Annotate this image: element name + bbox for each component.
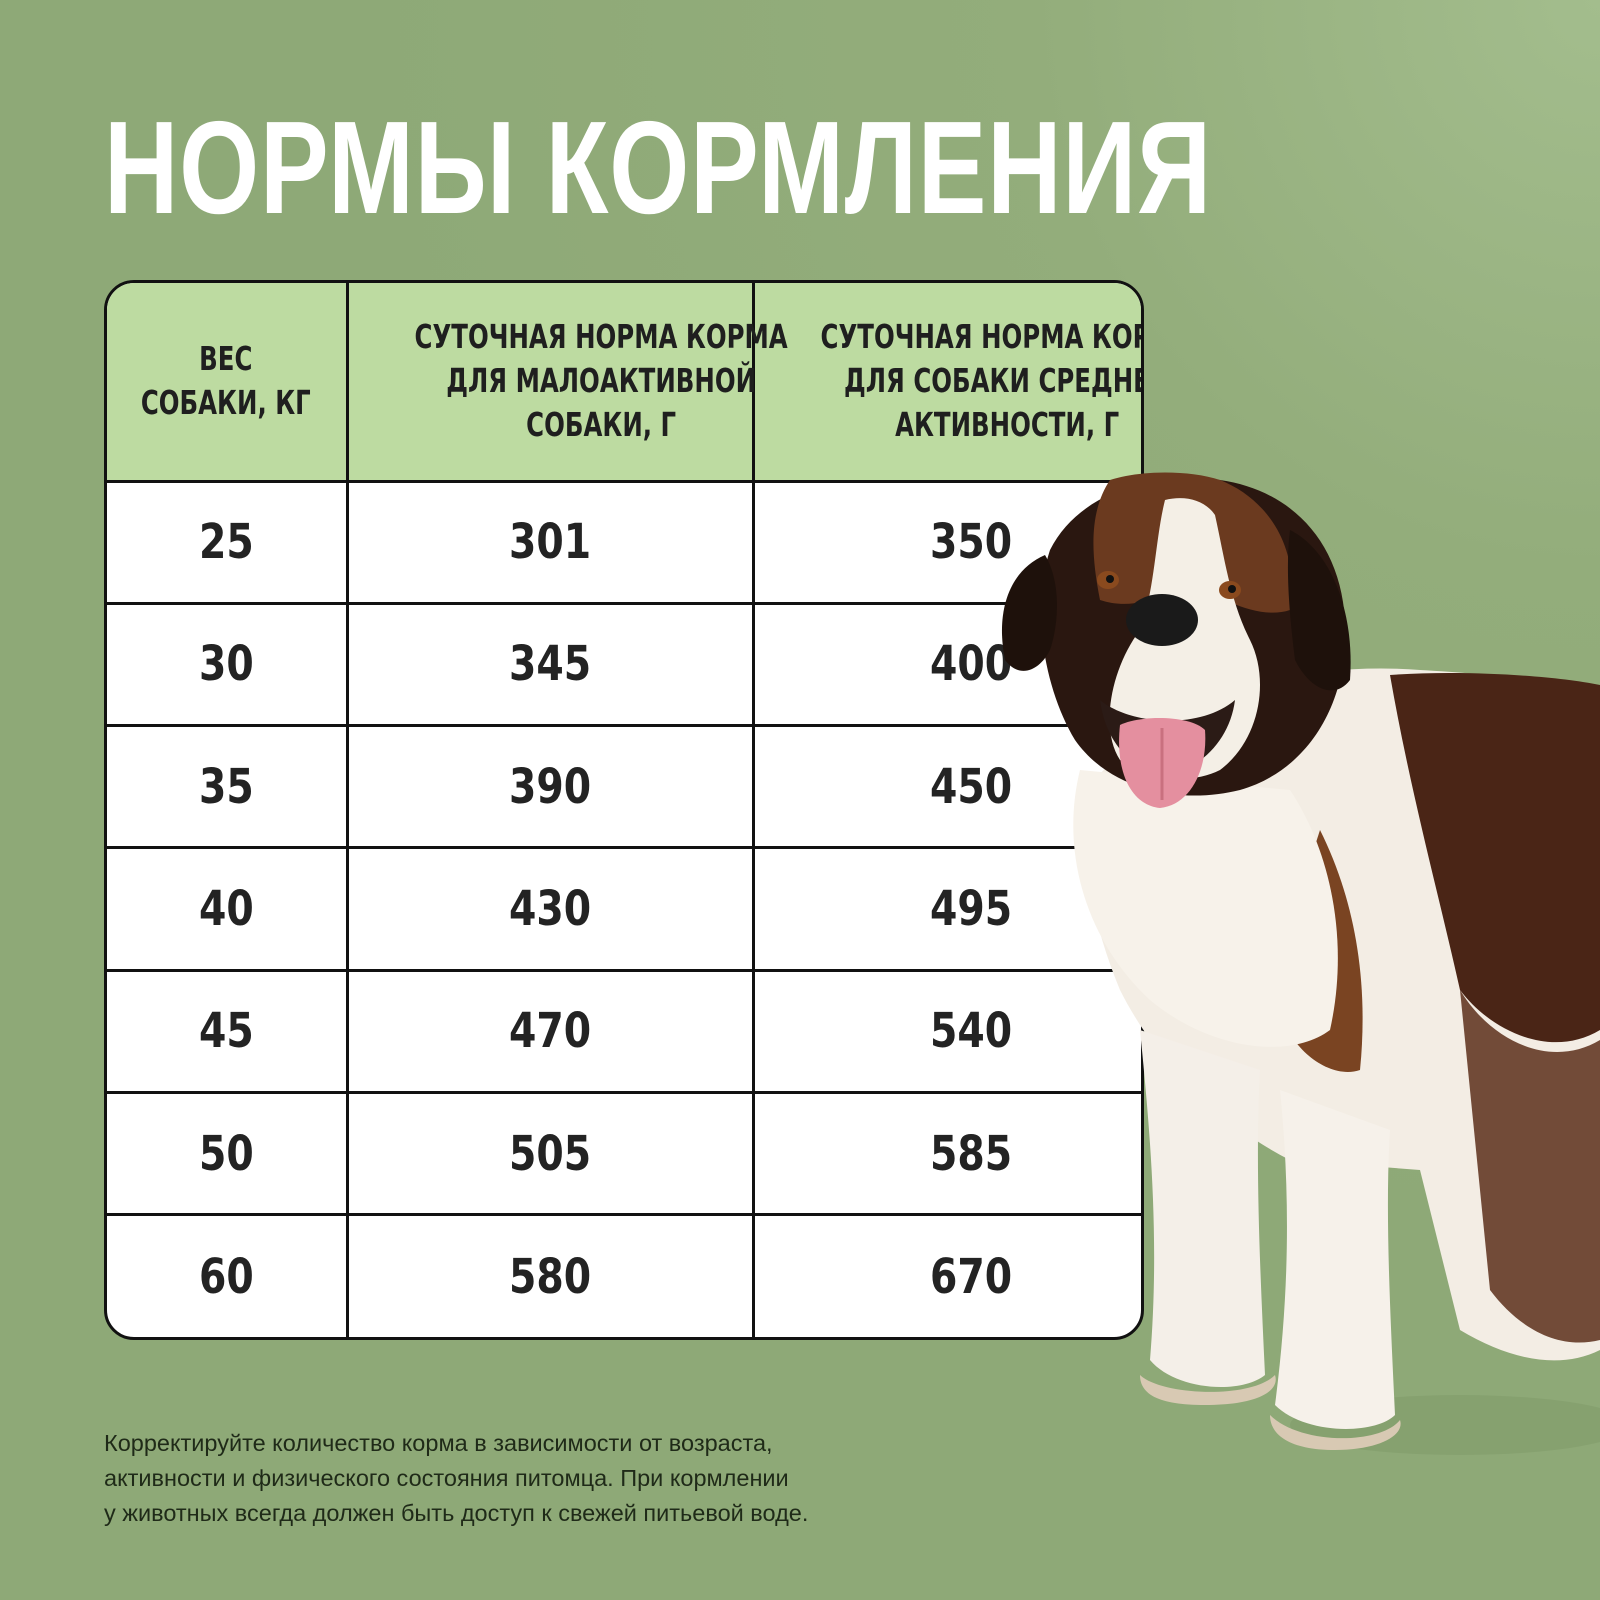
header-dog-weight: ВЕС СОБАКИ, КГ [107,283,349,483]
medium-activity-cell: 585 [751,1090,1141,1217]
weight-cell: 30 [107,601,349,728]
page-title: НОРМЫ КОРМЛЕНИЯ [104,94,1212,241]
note-line: Корректируйте количество корма в зависим… [104,1430,773,1456]
weight-cell: 35 [107,724,349,850]
medium-activity-cell: 495 [751,846,1141,972]
medium-activity-cell: 540 [751,968,1141,1094]
table-row: 35 390 450 [107,724,1141,850]
table-row: 45 470 540 [107,968,1141,1094]
weight-cell: 40 [107,846,349,972]
weight-cell: 45 [107,968,349,1094]
header-low-activity-norm: СУТОЧНАЯ НОРМА КОРМА ДЛЯ МАЛОАКТИВНОЙ СОБА… [345,283,787,483]
weight-cell: 60 [107,1213,349,1337]
table-row: 30 345 400 [107,601,1141,728]
weight-cell: 50 [107,1090,349,1217]
feeding-table: ВЕС СОБАКИ, КГ СУТОЧНАЯ НОРМА КОРМА ДЛЯ МА… [104,280,1144,1340]
low-activity-cell: 505 [345,1090,755,1217]
feeding-note: Корректируйте количество корма в зависим… [104,1426,1004,1531]
st-bernard-dog-photo [1001,472,1600,1455]
table-row: 60 580 670 [107,1213,1141,1337]
medium-activity-cell: 670 [751,1213,1141,1337]
table-row: 50 505 585 [107,1090,1141,1217]
low-activity-cell: 470 [345,968,755,1094]
low-activity-cell: 580 [345,1213,755,1337]
table-row: 25 301 350 [107,479,1141,605]
low-activity-cell: 430 [345,846,755,972]
low-activity-cell: 345 [345,601,755,728]
low-activity-cell: 301 [345,479,755,605]
low-activity-cell: 390 [345,724,755,850]
note-line: у животных всегда должен быть доступ к с… [104,1500,809,1526]
weight-cell: 25 [107,479,349,605]
note-line: активности и физического состояния питом… [104,1465,789,1491]
table-header-row: ВЕС СОБАКИ, КГ СУТОЧНАЯ НОРМА КОРМА ДЛЯ МА… [107,283,1141,483]
table-row: 40 430 495 [107,846,1141,972]
